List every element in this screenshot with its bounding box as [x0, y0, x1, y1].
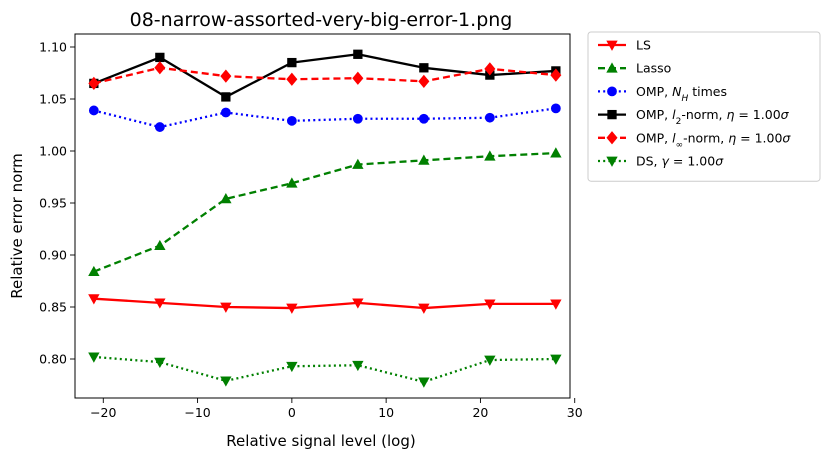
data-point — [88, 76, 100, 91]
x-tick-label: 0 — [288, 405, 296, 420]
data-point — [550, 354, 562, 365]
data-point — [418, 154, 430, 165]
chart-title: 08-narrow-assorted-very-big-error-1.png — [130, 9, 513, 31]
data-point — [154, 239, 166, 251]
x-axis-label: Relative signal level (log) — [226, 432, 415, 450]
data-point — [418, 74, 430, 88]
series-group — [88, 352, 562, 388]
data-point — [88, 105, 99, 116]
data-point — [352, 113, 363, 124]
x-tick-label: −20 — [90, 405, 116, 420]
data-point — [418, 303, 430, 314]
data-point — [154, 61, 166, 75]
legend-marker — [607, 109, 617, 120]
data-point — [286, 303, 298, 314]
data-point — [550, 68, 562, 82]
legend: LS Lasso OMP, NH times OMP, l2-norm, η = 1.… — [587, 31, 821, 182]
data-point — [418, 113, 429, 124]
series-line — [93, 297, 556, 310]
data-point — [484, 62, 496, 76]
legend-marker — [606, 62, 618, 73]
legend-entry: OMP, l∞-norm, η = 1.00σ — [598, 130, 791, 150]
x-tick-label: 20 — [472, 405, 488, 420]
series-line — [93, 151, 556, 273]
legend-label: DS, γ = 1.00σ — [636, 154, 724, 169]
x-tick-label: 10 — [378, 405, 394, 420]
x-tick-label: 30 — [567, 405, 583, 420]
series-group — [88, 147, 562, 277]
data-point — [352, 360, 364, 372]
legend-marker — [606, 156, 618, 167]
legend-label: LS — [636, 38, 651, 53]
data-point — [550, 299, 562, 310]
data-point — [550, 147, 562, 158]
data-point — [220, 376, 232, 387]
y-tick-label: 0.85 — [39, 300, 67, 315]
y-axis-label: Relative error norm — [8, 153, 26, 299]
legend-label: OMP, l∞-norm, η = 1.00σ — [636, 130, 791, 150]
data-point — [286, 361, 298, 373]
data-point — [352, 158, 364, 169]
y-tick-label: 1.00 — [39, 144, 67, 159]
data-point — [286, 177, 298, 188]
data-point — [352, 298, 364, 309]
data-point — [286, 72, 298, 86]
legend-label: OMP, l2-norm, η = 1.00σ — [636, 107, 790, 127]
series-line — [93, 355, 556, 384]
data-point — [353, 49, 363, 59]
series-group — [88, 294, 562, 314]
data-point — [220, 107, 231, 118]
x-tick-label: −10 — [184, 405, 210, 420]
data-point — [484, 150, 496, 161]
series-group — [88, 103, 561, 132]
data-point — [418, 377, 430, 388]
legend-label: Lasso — [636, 61, 671, 76]
plot-background — [75, 34, 570, 398]
data-point — [88, 294, 100, 305]
y-tick-label: 0.90 — [39, 248, 67, 263]
y-tick-label: 0.80 — [39, 352, 67, 367]
plot-area: −20 −10 0 10 20 30 0.80 0.85 0.90 0.95 1.00 1.05 1.1… — [39, 33, 583, 420]
data-point — [484, 355, 496, 366]
legend-frame — [587, 31, 821, 182]
y-tick-label: 0.95 — [39, 196, 67, 211]
data-point — [220, 302, 232, 313]
data-point — [286, 115, 297, 126]
legend-entry: OMP, NH times — [598, 84, 727, 104]
data-point — [221, 92, 231, 102]
data-point — [220, 69, 232, 83]
legend-marker — [606, 40, 618, 51]
data-point — [419, 63, 429, 73]
legend-entry: LS — [598, 38, 651, 53]
series-line — [93, 66, 556, 85]
series-group — [88, 61, 562, 91]
data-point — [550, 103, 561, 114]
data-point — [220, 193, 232, 204]
data-point — [287, 57, 297, 68]
data-point — [484, 299, 496, 310]
legend-entry: OMP, l2-norm, η = 1.00σ — [598, 107, 790, 127]
data-point — [155, 52, 165, 63]
legend-marker — [606, 131, 618, 145]
data-point — [484, 112, 495, 123]
data-point — [154, 122, 165, 132]
legend-entry: Lasso — [598, 61, 671, 76]
legend-entry: DS, γ = 1.00σ — [598, 154, 724, 169]
data-point — [154, 298, 166, 309]
data-point — [88, 352, 100, 363]
series-line — [93, 53, 556, 99]
data-point — [154, 357, 166, 368]
series-line — [93, 107, 557, 129]
legend-marker — [607, 86, 617, 97]
plot-frame — [74, 33, 571, 399]
y-tick-label: 1.05 — [39, 92, 67, 107]
data-point — [352, 71, 364, 85]
legend-label: OMP, NH times — [636, 84, 727, 104]
data-point — [88, 265, 100, 277]
y-tick-label: 1.10 — [39, 40, 67, 55]
